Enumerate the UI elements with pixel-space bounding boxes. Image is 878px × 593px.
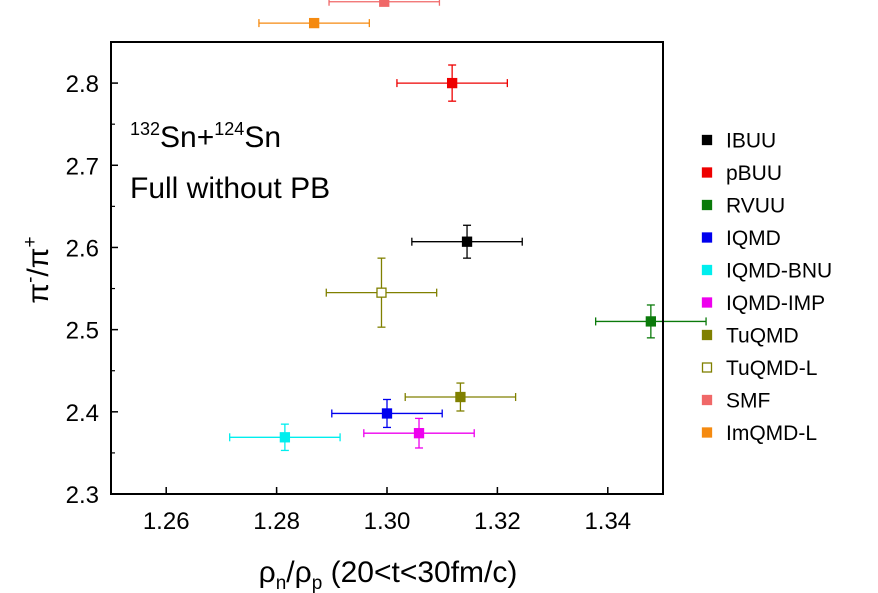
legend-marker — [701, 427, 713, 438]
legend-marker — [701, 134, 713, 146]
legend-item-tuqmd-l: TuQMD-L — [701, 357, 817, 380]
legend-label: IQMD-IMP — [726, 292, 825, 315]
annotation-condition: Full without PB — [130, 172, 330, 205]
point-iqmd — [331, 398, 443, 429]
marker-pbuu — [446, 77, 458, 89]
y-axis-label-pi-2: π — [22, 248, 55, 269]
legend-label: IQMD-BNU — [726, 260, 832, 283]
legend-item-iqmd-bnu: IQMD-BNU — [701, 260, 832, 283]
legend-marker — [701, 362, 713, 373]
legend-marker — [701, 297, 713, 308]
legend-item-ibuu: IBUU — [701, 130, 776, 153]
legend-marker — [701, 264, 713, 276]
x-axis-label-sub-p: p — [312, 573, 323, 593]
x-tick-label: 1.34 — [584, 508, 631, 535]
y-axis: 2.3 2.4 2.5 2.6 2.7 2.8 — [66, 71, 118, 509]
point-pbuu — [396, 64, 508, 102]
marker-smf — [379, 0, 390, 7]
x-axis-label-rho-2: ρ — [295, 556, 312, 589]
legend-label: SMF — [726, 390, 770, 413]
marker-tuqmd-l — [376, 287, 387, 298]
marker-ibuu — [461, 236, 473, 247]
y-tick-label: 2.8 — [66, 71, 99, 98]
annotation-sup-124: 124 — [214, 119, 244, 139]
y-axis-label-pi-1: π — [22, 283, 55, 304]
legend-label: TuQMD-L — [726, 357, 817, 380]
legend-label: ImQMD-L — [726, 422, 817, 445]
legend-item-iqmd-imp: IQMD-IMP — [701, 292, 825, 315]
point-smf — [328, 0, 441, 7]
legend-label: IQMD — [726, 227, 781, 250]
marker-iqmd — [381, 408, 393, 419]
x-axis-label-sub-n: n — [276, 573, 287, 593]
point-rvuu — [595, 304, 707, 339]
legend-marker — [701, 394, 713, 406]
x-tick-label: 1.30 — [364, 508, 411, 535]
point-ibuu — [411, 224, 523, 259]
y-axis-label-sup-plus: + — [20, 236, 41, 247]
marker-tuqmd — [455, 391, 466, 403]
legend-label: RVUU — [726, 195, 785, 218]
y-tick-label: 2.5 — [66, 318, 99, 345]
legend-label: pBUU — [726, 162, 782, 185]
legend-item-tuqmd: TuQMD — [701, 325, 799, 348]
point-imqmd-l — [258, 17, 370, 29]
y-tick-label: 2.3 — [66, 482, 99, 509]
data-marks — [229, 0, 707, 452]
annotation-reaction: 132Sn+124Sn — [130, 119, 281, 154]
legend-item-imqmd-l: ImQMD-L — [701, 422, 817, 445]
annotation-sn: Sn — [244, 121, 281, 154]
legend-item-rvuu: RVUU — [701, 195, 785, 218]
y-axis-label-sup-minus: - — [20, 277, 41, 283]
legend-item-iqmd: IQMD — [701, 227, 781, 250]
legend-label: IBUU — [726, 130, 776, 153]
x-axis: 1.26 1.28 1.30 1.32 1.34 — [143, 487, 631, 535]
x-tick-label: 1.26 — [143, 508, 190, 535]
y-tick-label: 2.6 — [66, 235, 99, 262]
legend-marker — [701, 329, 713, 341]
point-iqmd-bnu — [229, 423, 341, 452]
marker-iqmd-imp — [413, 428, 425, 439]
legend-marker — [701, 167, 713, 178]
legend: IBUU pBUU RVUU IQMD IQMD-BNU IQMD-IMP TuQMD TuQ… — [701, 130, 832, 445]
legend-marker — [701, 232, 713, 243]
x-axis-label: ρn/ρp (20<t<30fm/c) — [259, 556, 518, 593]
y-axis-label: π-/π+ — [20, 236, 55, 303]
y-tick-label: 2.7 — [66, 153, 99, 180]
x-tick-label: 1.28 — [253, 508, 300, 535]
x-axis-label-rest: (20<t<30fm/c) — [322, 556, 517, 589]
x-tick-label: 1.32 — [474, 508, 521, 535]
annotation-sup-132: 132 — [130, 119, 160, 139]
x-axis-label-slash: / — [286, 556, 295, 589]
y-axis-label-slash: / — [22, 268, 55, 277]
point-tuqmd — [404, 382, 517, 412]
y-tick-label: 2.4 — [66, 400, 99, 427]
legend-label: TuQMD — [726, 325, 799, 348]
point-iqmd-imp — [363, 417, 475, 449]
point-tuqmd-l — [325, 257, 438, 328]
legend-item-pbuu: pBUU — [701, 162, 782, 185]
legend-marker — [701, 199, 713, 211]
marker-rvuu — [645, 316, 657, 327]
marker-iqmd-bnu — [279, 432, 291, 443]
legend-item-smf: SMF — [701, 390, 770, 413]
marker-imqmd-l — [308, 17, 320, 29]
annotation-sn-plus: Sn+ — [160, 121, 214, 154]
x-axis-label-rho: ρ — [259, 556, 276, 589]
